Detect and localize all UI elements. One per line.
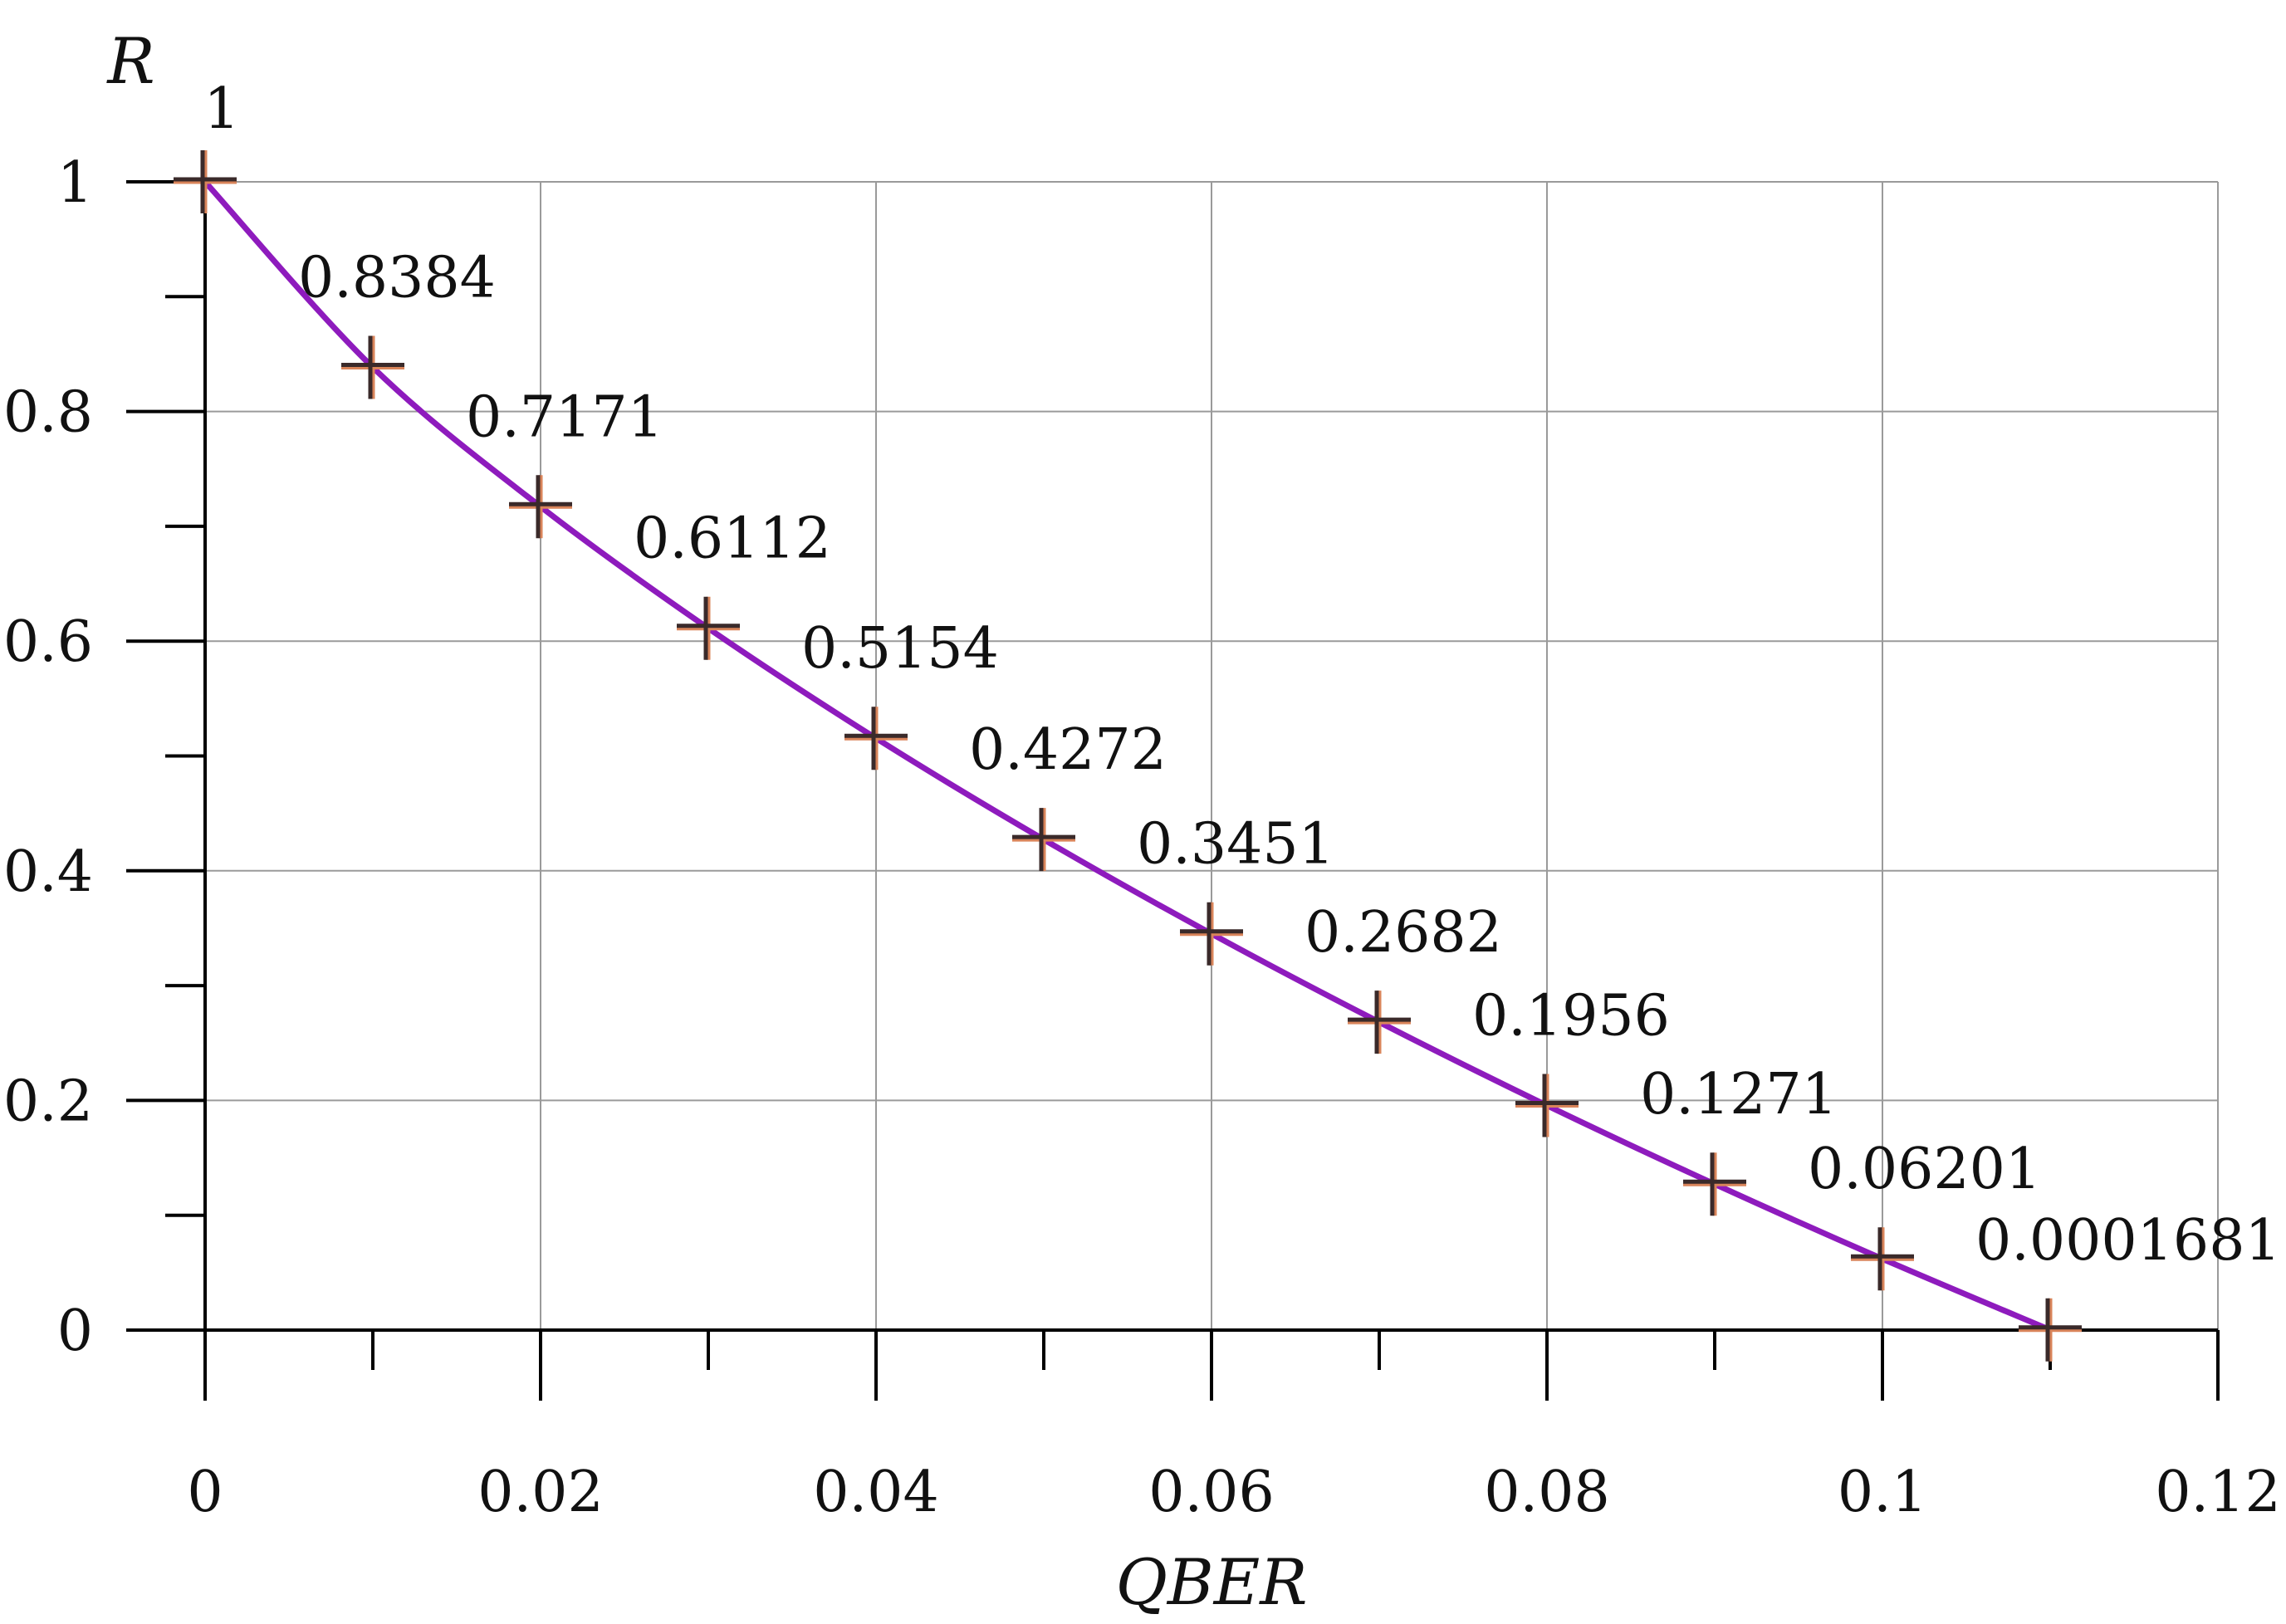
x-tick-label-3: 0.06 <box>1148 1460 1274 1525</box>
data-label-4: 0.5154 <box>801 616 999 682</box>
data-point-11 <box>2019 1298 2082 1362</box>
data-label-0: 1 <box>203 76 239 142</box>
y-tick-label-1: 0.2 <box>3 1069 93 1134</box>
data-point-10 <box>1851 1227 1914 1291</box>
data-point-1 <box>341 335 404 399</box>
y-tick-label-3: 0.6 <box>3 609 93 675</box>
data-label-11: 0.0001681 <box>1975 1208 2281 1274</box>
data-point-5 <box>1012 808 1075 872</box>
y-tick-label-5: 1 <box>57 150 93 216</box>
grid-lines <box>205 181 2219 1330</box>
x-axis-title: QBER <box>1116 1545 1308 1619</box>
y-tick-label-4: 0.8 <box>3 380 93 446</box>
data-point-4 <box>844 707 908 770</box>
data-point-0 <box>174 150 237 213</box>
data-label-3: 0.6112 <box>634 506 831 572</box>
x-tick-label-6: 0.12 <box>2155 1460 2280 1525</box>
ticks <box>126 180 2220 1401</box>
data-label-2: 0.7171 <box>466 384 663 450</box>
data-point-6 <box>1180 902 1243 966</box>
x-tick-label-5: 0.1 <box>1838 1460 1927 1525</box>
y-axis-title: R <box>105 24 154 98</box>
data-label-7: 0.2682 <box>1305 900 1502 966</box>
x-tick-label-0: 0 <box>187 1460 223 1525</box>
y-tick-label-2: 0.4 <box>3 839 93 905</box>
data-point-7 <box>1348 991 1411 1054</box>
data-point-8 <box>1515 1074 1579 1137</box>
x-tick-label-1: 0.02 <box>477 1460 603 1525</box>
axes <box>126 157 2218 1401</box>
data-label-1: 0.8384 <box>298 245 496 311</box>
data-point-9 <box>1683 1152 1746 1216</box>
x-tick-label-2: 0.04 <box>813 1460 938 1525</box>
data-point-3 <box>677 596 740 660</box>
data-markers <box>174 150 2082 1362</box>
tick-labels: 0 0.02 0.04 0.06 0.08 0.1 0.12 0 0.2 0.4 0.6 0.8 1 <box>3 150 2281 1525</box>
data-label-8: 0.1956 <box>1472 983 1670 1049</box>
data-labels: 1 0.8384 0.7171 0.6112 0.5154 0.4272 0.3451 0.2… <box>203 76 2280 1274</box>
data-label-5: 0.4272 <box>969 717 1167 783</box>
data-label-6: 0.3451 <box>1137 812 1334 878</box>
data-label-10: 0.06201 <box>1808 1137 2041 1202</box>
y-tick-label-0: 0 <box>57 1299 93 1364</box>
x-tick-label-4: 0.08 <box>1484 1460 1609 1525</box>
data-point-2 <box>509 475 572 539</box>
data-label-9: 0.1271 <box>1640 1062 1838 1128</box>
